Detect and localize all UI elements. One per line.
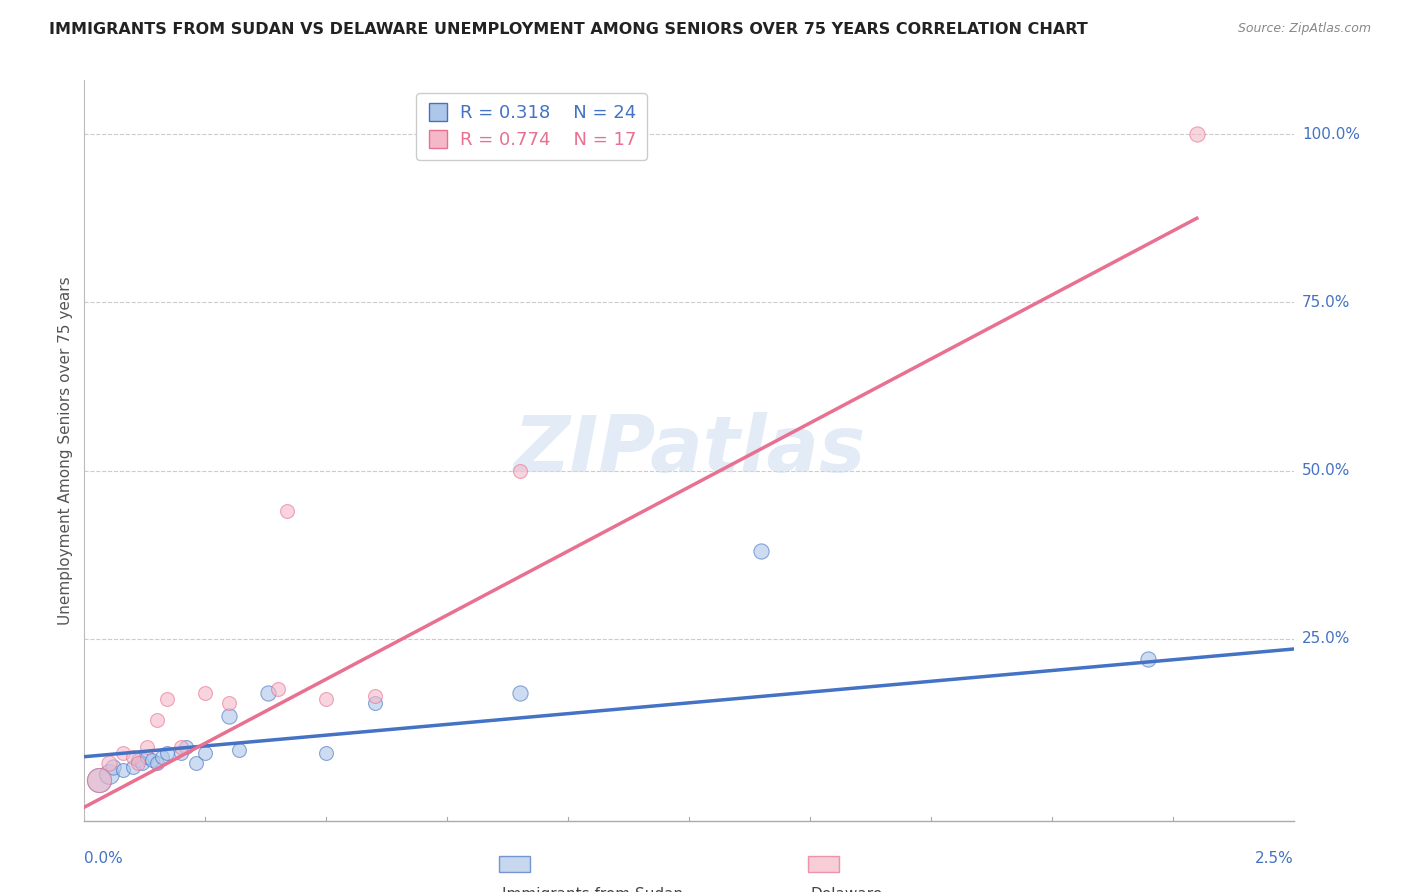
Point: [1185, 127, 1208, 141]
Point: [751, 544, 773, 558]
Point: [218, 709, 240, 723]
Legend: R = 0.318    N = 24, R = 0.774    N = 17: R = 0.318 N = 24, R = 0.774 N = 17: [416, 93, 647, 160]
Point: [315, 692, 337, 706]
Text: 0.0%: 0.0%: [84, 851, 124, 866]
Point: [146, 756, 169, 771]
Text: 50.0%: 50.0%: [1302, 463, 1350, 478]
Point: [97, 766, 120, 780]
Point: [509, 686, 531, 700]
Point: [146, 713, 169, 727]
Point: [136, 749, 159, 764]
Point: [97, 756, 120, 771]
Point: [127, 756, 149, 771]
Point: [131, 756, 153, 771]
Point: [170, 739, 193, 754]
Point: [257, 686, 280, 700]
Point: [363, 696, 385, 710]
Point: [267, 682, 290, 697]
Point: [87, 773, 110, 788]
Point: [276, 504, 298, 518]
Text: IMMIGRANTS FROM SUDAN VS DELAWARE UNEMPLOYMENT AMONG SENIORS OVER 75 YEARS CORRE: IMMIGRANTS FROM SUDAN VS DELAWARE UNEMPL…: [49, 22, 1088, 37]
Text: ZIPatlas: ZIPatlas: [513, 412, 865, 489]
Point: [228, 743, 250, 757]
Point: [155, 692, 177, 706]
Point: [155, 747, 177, 761]
Point: [184, 756, 207, 771]
Point: [194, 747, 217, 761]
Y-axis label: Unemployment Among Seniors over 75 years: Unemployment Among Seniors over 75 years: [58, 277, 73, 624]
Point: [174, 739, 197, 754]
Point: [112, 747, 135, 761]
Point: [136, 739, 159, 754]
Point: [1137, 652, 1160, 666]
Text: 25.0%: 25.0%: [1302, 632, 1350, 647]
Point: [127, 753, 149, 767]
Point: [194, 686, 217, 700]
Text: 100.0%: 100.0%: [1302, 127, 1360, 142]
Point: [121, 760, 143, 774]
Point: [363, 689, 385, 703]
Point: [315, 747, 337, 761]
Point: [150, 749, 173, 764]
Point: [112, 763, 135, 777]
Point: [141, 753, 163, 767]
Text: 75.0%: 75.0%: [1302, 295, 1350, 310]
Text: Source: ZipAtlas.com: Source: ZipAtlas.com: [1237, 22, 1371, 36]
Text: 2.5%: 2.5%: [1254, 851, 1294, 866]
Text: Delaware: Delaware: [810, 888, 882, 892]
Point: [509, 464, 531, 478]
Point: [87, 773, 110, 788]
Point: [170, 747, 193, 761]
Text: Immigrants from Sudan: Immigrants from Sudan: [502, 888, 683, 892]
Point: [218, 696, 240, 710]
Point: [121, 749, 143, 764]
Point: [103, 760, 125, 774]
